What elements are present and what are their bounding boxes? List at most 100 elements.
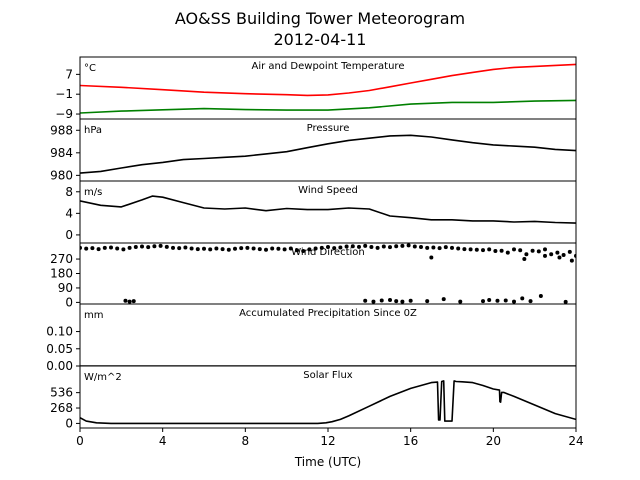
y-tick-label: −1 bbox=[55, 87, 73, 101]
scatter-point bbox=[313, 246, 318, 251]
scatter-point bbox=[400, 299, 405, 304]
data-pressure bbox=[80, 134, 576, 174]
series-line-1 bbox=[80, 99, 576, 114]
scatter-point bbox=[102, 245, 107, 250]
scatter-point bbox=[301, 249, 306, 254]
scatter-point bbox=[123, 298, 128, 303]
scatter-point bbox=[319, 245, 324, 250]
scatter-point bbox=[295, 248, 299, 253]
panel-title: Wind Direction bbox=[291, 247, 365, 258]
scatter-point bbox=[338, 245, 343, 250]
scatter-point bbox=[257, 247, 262, 252]
series-line-0 bbox=[80, 195, 576, 224]
panel-unit: mm bbox=[84, 310, 103, 321]
scatter-point bbox=[140, 244, 144, 249]
scatter-point bbox=[133, 245, 138, 250]
scatter-point bbox=[84, 246, 89, 251]
scatter-point bbox=[458, 299, 463, 304]
scatter-point bbox=[363, 298, 368, 303]
scatter-point bbox=[115, 246, 120, 251]
scatter-point bbox=[189, 246, 194, 251]
scatter-point bbox=[412, 244, 417, 249]
series-line-0 bbox=[80, 63, 576, 97]
scatter-point bbox=[569, 258, 574, 263]
scatter-point bbox=[487, 297, 492, 302]
data-temperature bbox=[80, 63, 576, 114]
scatter-point bbox=[233, 246, 237, 251]
scatter-point bbox=[381, 244, 386, 249]
scatter-point bbox=[146, 245, 151, 250]
scatter-point bbox=[425, 245, 430, 250]
y-tick-label: 0.00 bbox=[46, 359, 73, 373]
scatter-point bbox=[530, 248, 535, 253]
y-tick-label: 0.10 bbox=[46, 325, 73, 339]
x-axis: 0 4 8 12 16 20 24 bbox=[76, 428, 584, 448]
panel-precipitation: 0.10 0.05 0.00 Accumulated Precipitation Si… bbox=[46, 303, 577, 373]
scatter-point bbox=[522, 257, 527, 262]
scatter-point bbox=[282, 247, 287, 252]
scatter-point bbox=[406, 243, 411, 248]
y-tick-label: 8 bbox=[65, 185, 73, 199]
scatter-point bbox=[563, 299, 568, 304]
scatter-point bbox=[214, 246, 219, 251]
scatter-point bbox=[528, 299, 533, 304]
scatter-point bbox=[555, 250, 560, 255]
scatter-point bbox=[474, 247, 479, 252]
scatter-point bbox=[357, 244, 361, 249]
x-tick-label: 16 bbox=[403, 434, 418, 448]
scatter-point bbox=[131, 299, 136, 304]
scatter-point bbox=[171, 245, 175, 250]
y-tick-label: 7 bbox=[65, 67, 73, 81]
scatter-point bbox=[512, 247, 516, 252]
scatter-point bbox=[441, 297, 446, 302]
scatter-point bbox=[127, 245, 132, 250]
scatter-point bbox=[152, 244, 157, 249]
scatter-point bbox=[543, 247, 547, 252]
scatter-point bbox=[468, 247, 473, 252]
scatter-point bbox=[220, 247, 225, 252]
scatter-point bbox=[524, 252, 529, 257]
scatter-point bbox=[429, 255, 434, 260]
scatter-point bbox=[195, 247, 200, 252]
x-tick-label: 4 bbox=[159, 434, 167, 448]
scatter-point bbox=[350, 244, 355, 249]
y-tick-label: 988 bbox=[50, 123, 73, 137]
y-tick-label: 268 bbox=[50, 401, 73, 415]
scatter-point bbox=[245, 245, 250, 250]
y-tick-label: 180 bbox=[50, 267, 73, 281]
data-solar bbox=[80, 380, 576, 425]
scatter-point bbox=[443, 245, 448, 250]
scatter-point bbox=[270, 246, 275, 251]
chart-subtitle: 2012-04-11 bbox=[274, 30, 367, 49]
scatter-point bbox=[567, 249, 572, 254]
series-line-0 bbox=[80, 134, 576, 174]
x-tick-label: 20 bbox=[486, 434, 501, 448]
scatter-point bbox=[425, 299, 430, 304]
panel-unit: °C bbox=[84, 63, 96, 74]
scatter-point bbox=[363, 243, 368, 248]
x-axis-label: Time (UTC) bbox=[294, 455, 361, 469]
scatter-point bbox=[164, 244, 169, 249]
x-tick-label: 12 bbox=[320, 434, 335, 448]
data-wind_speed bbox=[80, 195, 576, 224]
y-tick-label: 984 bbox=[50, 146, 73, 160]
y-tick-label: 0 bbox=[65, 228, 73, 242]
y-tick-label: 0.05 bbox=[46, 342, 73, 356]
x-tick-label: 8 bbox=[242, 434, 250, 448]
scatter-point bbox=[109, 245, 113, 250]
scatter-point bbox=[375, 245, 380, 250]
scatter-point bbox=[226, 247, 231, 252]
scatter-point bbox=[505, 250, 510, 255]
y-tick-label: −9 bbox=[55, 107, 73, 121]
scatter-point bbox=[495, 298, 500, 303]
scatter-point bbox=[543, 253, 547, 258]
scatter-point bbox=[419, 245, 423, 250]
scatter-point bbox=[487, 247, 492, 252]
y-tick-label: 536 bbox=[50, 386, 73, 400]
scatter-point bbox=[388, 245, 392, 250]
data-wind_direction bbox=[80, 243, 576, 304]
